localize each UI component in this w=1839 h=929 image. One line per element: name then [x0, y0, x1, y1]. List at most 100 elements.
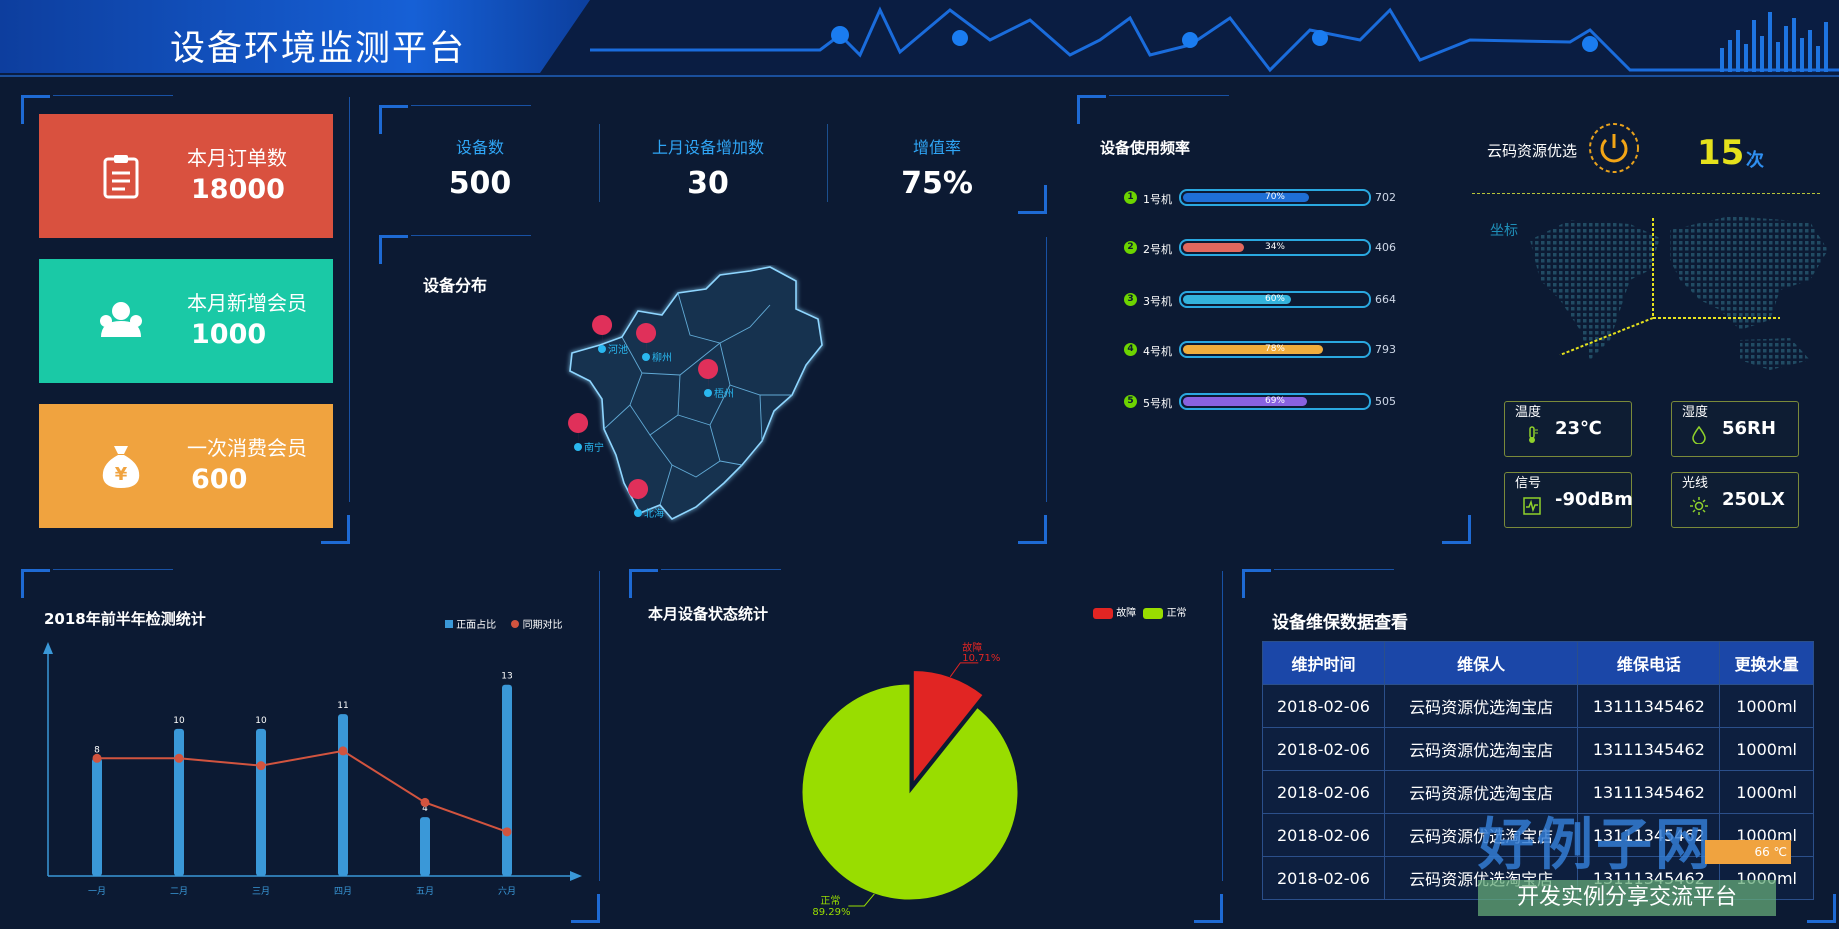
bar-value-label: 10: [255, 716, 267, 726]
usage-row: 4 4号机 78% 793: [1124, 340, 1414, 360]
city-label: 北海: [644, 507, 664, 520]
sensor-value: 23℃: [1555, 418, 1602, 439]
rank-badge: 5: [1124, 395, 1137, 408]
table-cell: 2018-02-06: [1262, 770, 1385, 814]
machine-name: 3号机: [1143, 295, 1172, 308]
x-tick-label: 六月: [498, 885, 516, 897]
table-cell: 2018-02-06: [1262, 813, 1385, 857]
kpi-label: 设备数: [455, 138, 504, 157]
table-header-row: 维护时间 维保人 维保电话 更换水量: [1262, 641, 1814, 685]
map-title: 设备分布: [423, 276, 488, 295]
rank-badge: 1: [1124, 191, 1137, 204]
bar: [420, 817, 430, 876]
stat-label: 一次消费会员: [187, 436, 307, 460]
svg-text:¥: ¥: [115, 464, 128, 485]
x-tick-label: 三月: [252, 886, 270, 897]
bar: [174, 728, 184, 876]
usage-bar: 78%: [1179, 341, 1371, 358]
sensor-label: 温度: [1515, 405, 1542, 420]
detection-chart: 8 一月 10 二月 10 三月 11 四月 4 五月 13 六月: [43, 642, 582, 897]
city-label: 柳州: [652, 351, 672, 364]
detection-legend: 正面占比 同期对比: [445, 616, 563, 631]
usage-row: 2 2号机 34% 406: [1124, 238, 1414, 258]
maintenance-frame: [1242, 569, 1836, 923]
usage-bar-fill: [1183, 397, 1308, 406]
comparison-point: [338, 746, 348, 756]
machine-name: 4号机: [1143, 345, 1172, 358]
table-cell: 云码资源优选淘宝店: [1383, 770, 1579, 814]
pie-slice-normal: [801, 683, 1019, 901]
kpi-divider: [827, 124, 828, 202]
kpi-frame: [379, 105, 1047, 214]
fault-leader-line: [949, 662, 979, 678]
column-header[interactable]: 维保电话: [1577, 641, 1721, 685]
usage-bar: 34%: [1179, 239, 1371, 256]
sensor-humidity: 湿度 56RH: [1671, 401, 1799, 457]
table-cell: 2018-02-06: [1262, 856, 1385, 900]
stat-card-orders: 本月订单数 18000: [39, 114, 333, 238]
kpi-value: 500: [448, 166, 512, 201]
watermark-slogan: 开发实例分享交流平台: [1478, 880, 1776, 916]
x-tick-label: 四月: [334, 886, 352, 897]
power-icon[interactable]: [1588, 122, 1640, 174]
normal-pct: 89.29%: [812, 907, 850, 918]
map-frame: [379, 235, 1047, 544]
city-label: 河池: [608, 343, 628, 356]
maintenance-table: 维护时间 维保人 维保电话 更换水量 2018-02-06 云码资源优选淘宝店 13…: [1262, 641, 1814, 900]
map-markers: [568, 315, 719, 517]
world-map: [1530, 216, 1828, 370]
stat-card-single-purchase: ¥ 一次消费会员 600: [39, 404, 333, 528]
usage-pct: 60%: [1264, 294, 1285, 304]
comparison-point: [92, 753, 102, 763]
machine-name: 2号机: [1143, 243, 1172, 256]
stat-value: 1000: [191, 319, 267, 350]
usage-count: 702: [1375, 191, 1396, 204]
sensor-label: 湿度: [1682, 405, 1709, 420]
machine-name: 5号机: [1143, 397, 1172, 410]
status-title: 本月设备状态统计: [648, 605, 769, 623]
usage-bar-fill: [1183, 295, 1291, 304]
usage-count: 406: [1375, 241, 1396, 254]
legend-item: 正面占比: [456, 620, 497, 631]
usage-row: 3 3号机 60% 664: [1124, 290, 1414, 310]
sensor-signal: 信号 -90dBm: [1504, 472, 1633, 528]
comparison-point: [420, 797, 430, 807]
column-header[interactable]: 维保人: [1383, 641, 1579, 685]
comparison-line: [97, 749, 508, 833]
sensor-temperature: 温度 23℃: [1504, 401, 1632, 457]
usage-pct: 34%: [1264, 242, 1285, 252]
sensor-value: 56RH: [1722, 418, 1776, 439]
table-cell: 云码资源优选淘宝店: [1383, 727, 1579, 771]
stat-value: 18000: [191, 174, 285, 205]
bar-value-label: 10: [173, 716, 185, 726]
usage-pct: 69%: [1264, 396, 1285, 406]
normal-leader-line: [848, 893, 875, 907]
stat-value: 600: [191, 464, 248, 495]
resource-divider: [1472, 193, 1820, 194]
usage-count: 664: [1375, 293, 1396, 306]
usage-bar-fill: [1183, 345, 1324, 354]
usage-row: 1 1号机 70% 702: [1124, 188, 1414, 208]
title-block: [0, 0, 590, 73]
coord-label: 坐标: [1490, 223, 1518, 239]
kpi-value: 75%: [901, 166, 973, 201]
stat-label: 本月新增会员: [187, 291, 307, 315]
thermometer-icon: [1529, 426, 1538, 443]
kpi-divider: [599, 124, 600, 202]
sensor-value: -90dBm: [1555, 489, 1633, 510]
rank-badge: 4: [1124, 343, 1137, 356]
usage-bar-fill: [1183, 193, 1309, 202]
legend-item: 正常: [1166, 608, 1187, 619]
comparison-point: [256, 761, 266, 771]
signal-icon: [1523, 497, 1541, 515]
column-header[interactable]: 维护时间: [1262, 641, 1385, 685]
users-icon: [100, 302, 142, 337]
usage-pct: 70%: [1264, 192, 1285, 202]
table-cell: 1000ml: [1719, 770, 1814, 814]
column-header[interactable]: 更换水量: [1719, 641, 1814, 685]
